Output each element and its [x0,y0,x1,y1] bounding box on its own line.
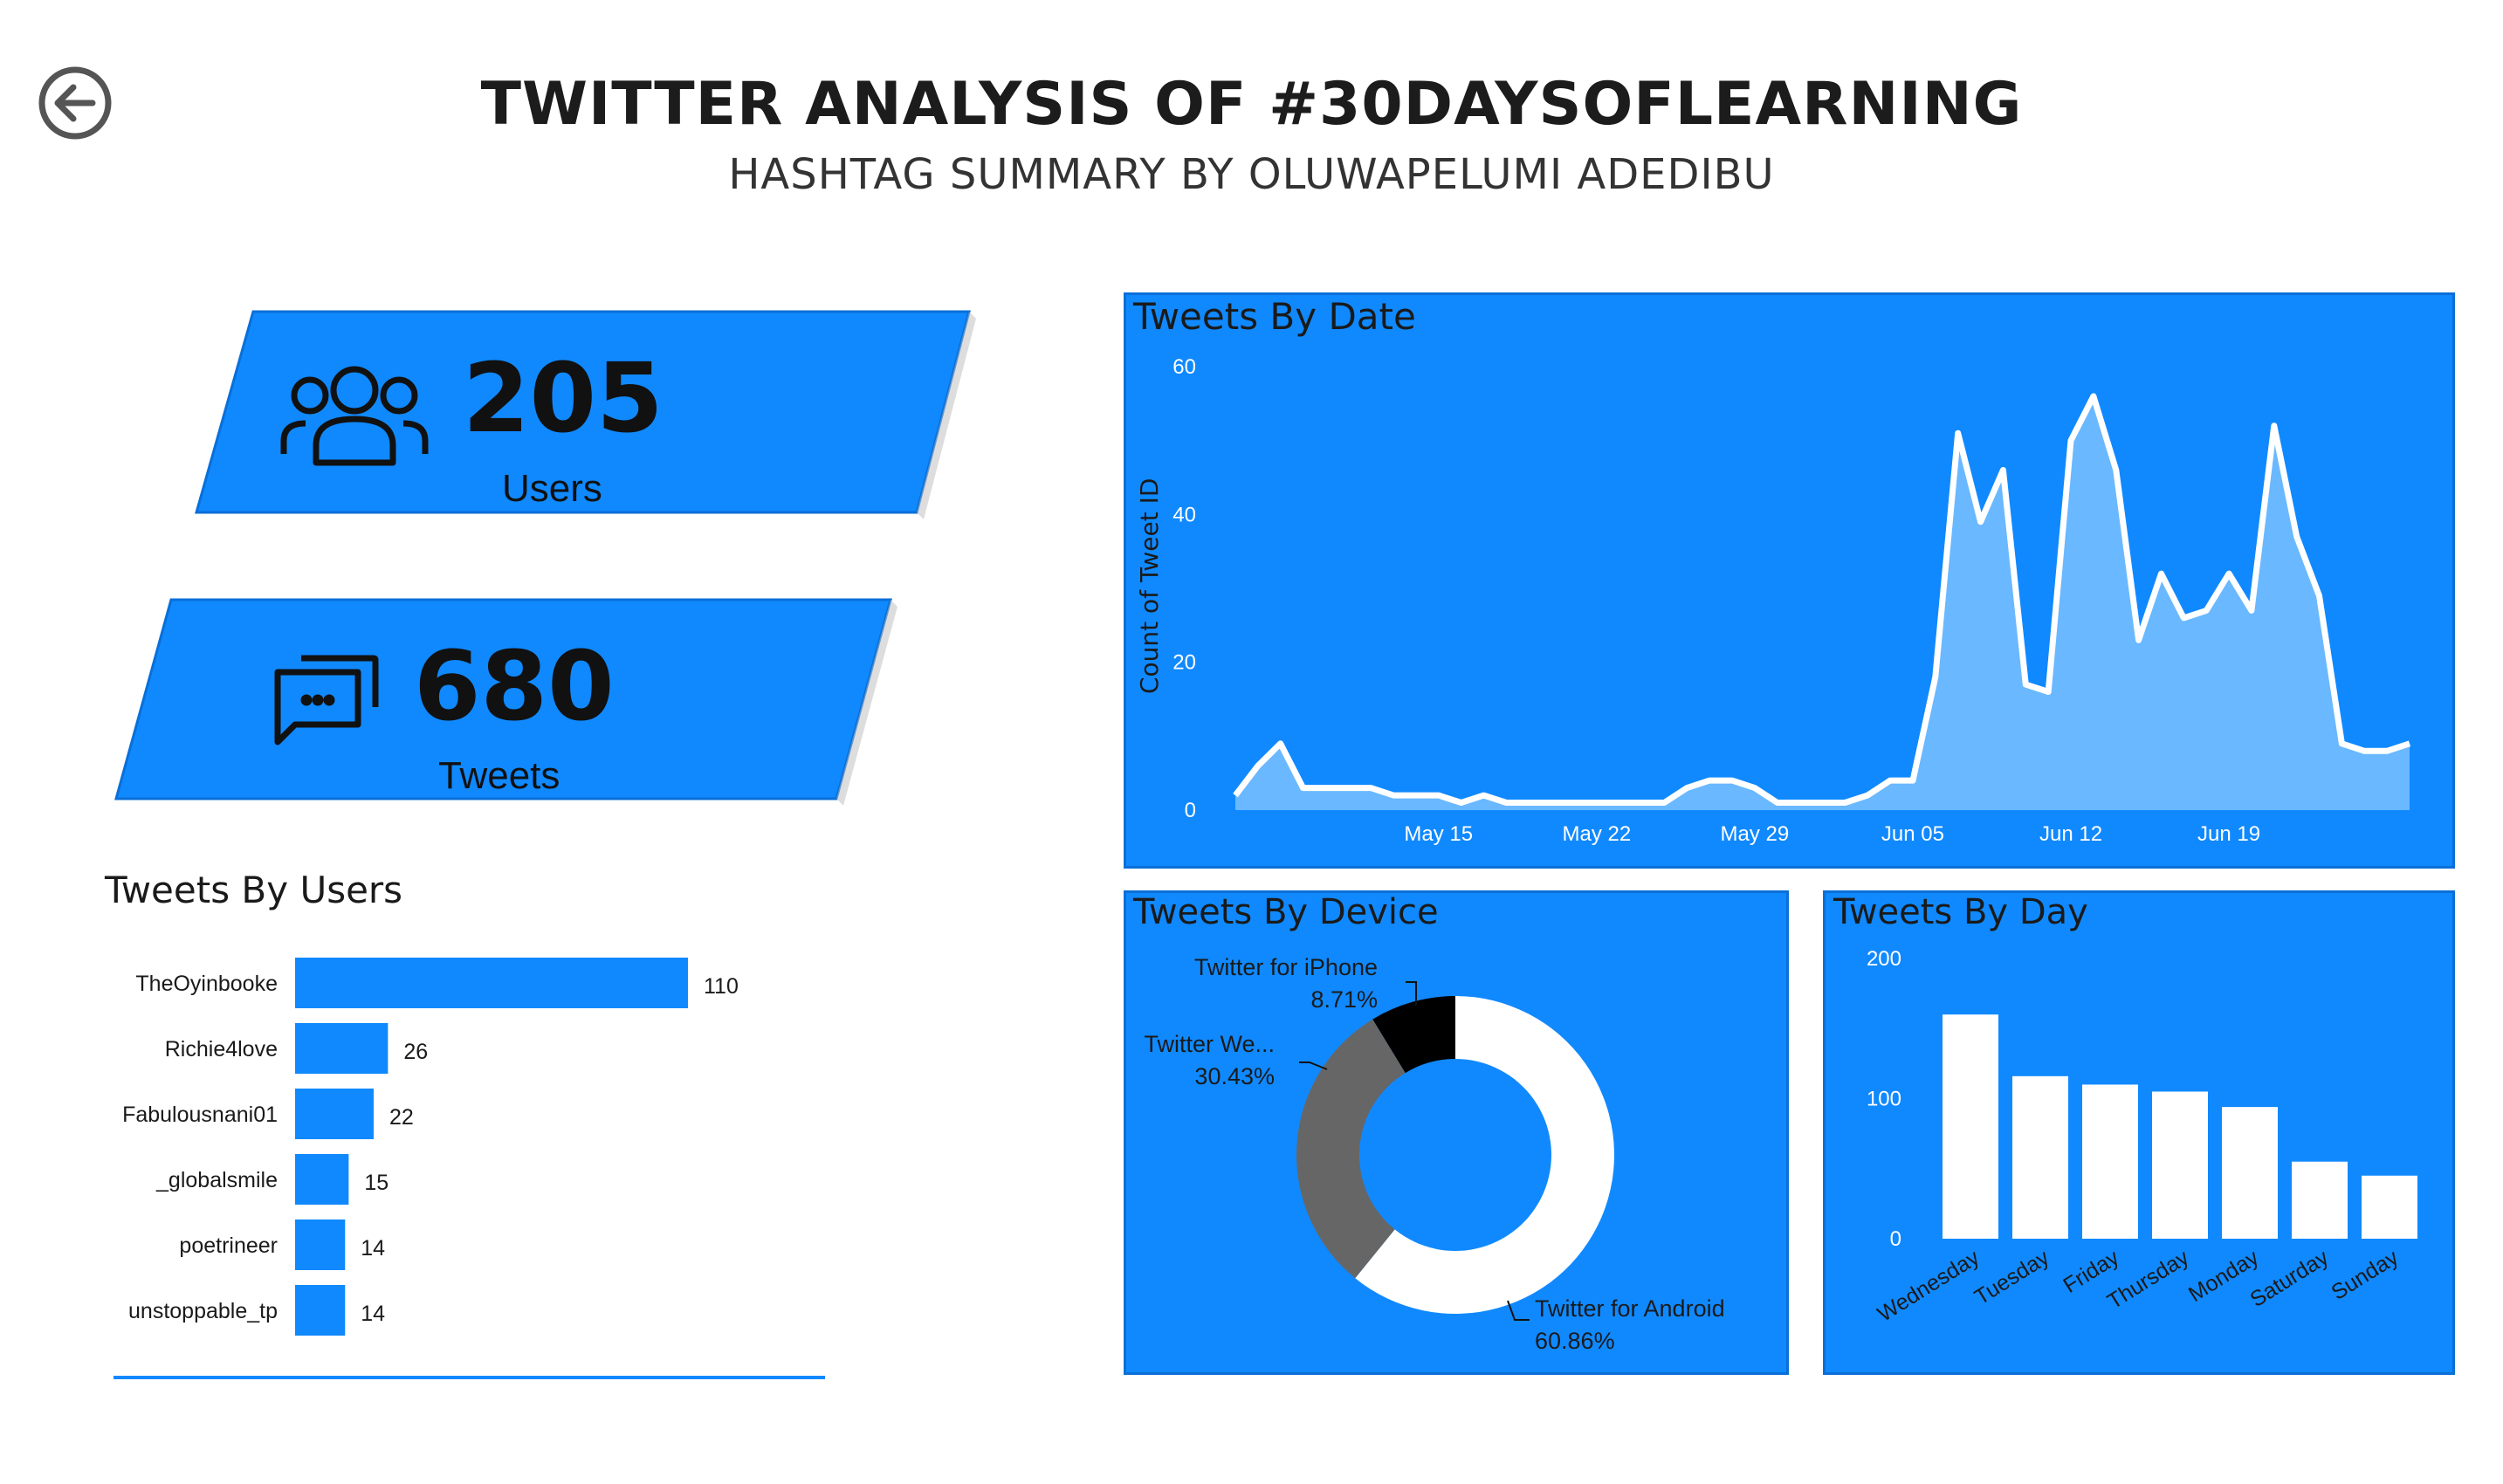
day-bar [2012,1075,2068,1239]
page-subtitle: HASHTAG SUMMARY BY OLUWAPELUMI ADEDIBU [728,150,1775,199]
user-bar-label: Fabulousnani01 [122,1103,278,1127]
day-x-label: Saturday [2245,1245,2333,1312]
user-bar-value: 110 [704,974,739,999]
tweets-by-users-title: Tweets By Users [105,869,403,911]
device-label: Twitter We... [1144,1031,1275,1057]
users-icon [280,366,429,466]
day-y-tick: 200 [1867,947,1901,971]
user-bar [295,1285,346,1336]
kpi-users-value: 205 [463,342,664,454]
user-bar-value: 14 [361,1302,385,1326]
device-value: 30.43% [1194,1063,1275,1089]
kpi-tweets-label: Tweets [438,754,560,797]
date-x-tick: May 15 [1404,822,1473,846]
date-line [1233,393,2411,806]
day-y-tick: 100 [1867,1088,1901,1111]
device-value: 60.86% [1535,1328,1615,1354]
donut-slice [1355,996,1615,1314]
user-bar-label: unstoppable_tp [128,1299,278,1323]
day-y-tick: 0 [1890,1227,1901,1251]
date-y-tick: 40 [1172,503,1196,526]
kpi-tweets-value: 680 [414,630,615,742]
user-bar [295,958,688,1008]
user-bar-value: 22 [389,1105,414,1130]
back-arrow-icon[interactable] [38,65,152,178]
date-x-tick: Jun 19 [2197,822,2260,846]
date-y-tick: 20 [1172,651,1196,675]
day-bar [1943,1014,1998,1239]
chat-bubbles-icon [274,655,379,745]
user-bar-value: 15 [364,1171,389,1195]
user-bar-label: poetrineer [179,1233,278,1258]
user-bar [295,1023,389,1074]
day-x-label: Sunday [2327,1245,2403,1305]
day-bar [2082,1084,2138,1239]
day-bar [2292,1161,2348,1239]
date-y-tick: 60 [1172,355,1196,379]
kpi-cards [114,310,976,806]
tweets-by-date-title: Tweets By Date [1133,295,1416,338]
device-label: Twitter for Android [1535,1295,1725,1322]
tweets-by-day-title: Tweets By Day [1833,892,2088,932]
user-bar [295,1089,374,1139]
tweets-by-day-panel [1823,890,2455,1375]
user-bar-label: Richie4love [165,1037,278,1061]
date-x-tick: May 22 [1562,822,1631,846]
date-y-tick: 0 [1185,799,1196,822]
user-bar-label: TheOyinbooke [135,972,278,996]
day-x-label: Wednesday [1874,1245,1984,1327]
user-bar-value: 14 [361,1236,385,1261]
date-y-axis-title: Count of Tweet ID [1135,478,1164,694]
tweets-by-date-chart: Count of Tweet ID 0 20 40 60 May 15 May 22 Ma… [1135,355,2411,846]
tweets-by-users-chart: TheOyinbooke 110 Richie4love 26 Fabulousnani… [113,958,825,1379]
user-bar [295,1154,349,1205]
user-bar [295,1219,346,1270]
device-label: Twitter for iPhone [1194,954,1378,980]
donut-slice [1372,996,1455,1074]
date-x-tick: Jun 12 [2039,822,2102,846]
day-bar [2222,1107,2278,1239]
page-title: TWITTER ANALYSIS OF #30DAYSOFLEARNING [480,70,2023,139]
date-area [1235,395,2410,810]
date-x-tick: Jun 05 [1881,822,1944,846]
user-bar-label: _globalsmile [155,1168,278,1192]
user-bar-value: 26 [403,1040,428,1064]
device-value: 8.71% [1310,986,1378,1013]
day-bar [2152,1091,2208,1239]
donut-slice [1296,1019,1406,1279]
tweets-by-device-title: Tweets By Device [1133,892,1439,932]
day-x-label: Tuesday [1970,1245,2054,1309]
day-bar [2362,1175,2417,1239]
kpi-users-label: Users [502,467,602,510]
date-x-tick: May 29 [1721,822,1790,846]
